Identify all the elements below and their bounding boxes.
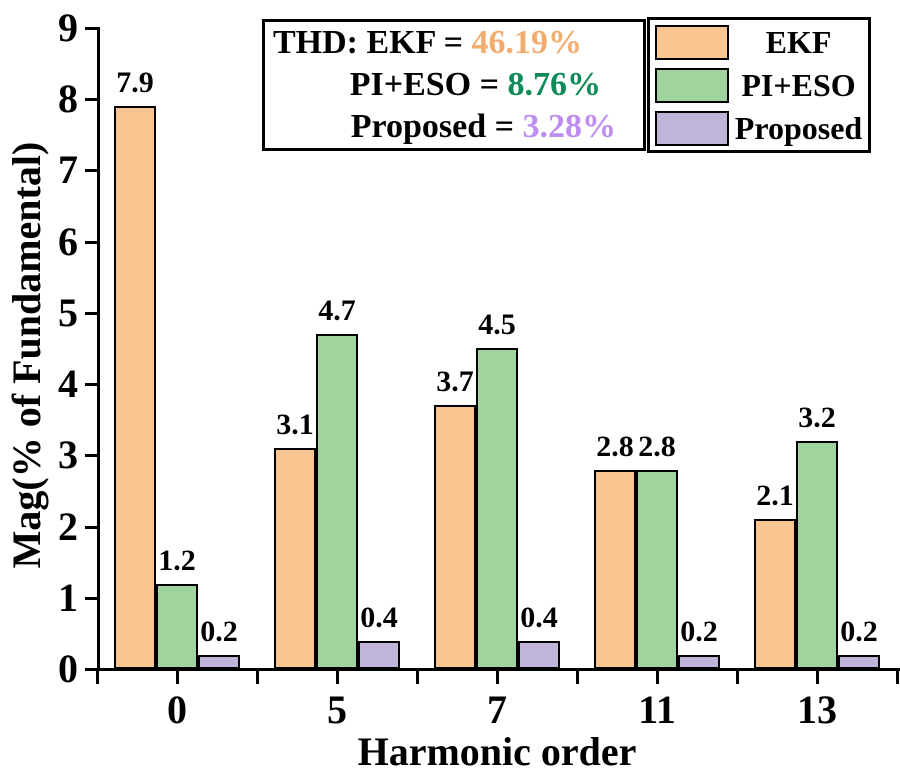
thd-line: Proposed = 3.28%	[265, 106, 643, 148]
bar-ekf	[594, 470, 636, 669]
bar-proposed	[198, 655, 240, 669]
y-axis-line	[97, 27, 100, 671]
bar-value-label: 7.9	[116, 66, 154, 99]
bar-value-label: 3.7	[436, 365, 474, 398]
x-axis-title: Harmonic order	[357, 729, 637, 774]
thd-line-prefix: THD: EKF =	[273, 24, 472, 61]
thd-annotation-box: THD: EKF = 46.19% PI+ESO = 8.76% Proposed …	[262, 19, 646, 151]
bar-proposed	[518, 641, 560, 669]
x-tick	[176, 671, 179, 684]
y-tick	[85, 98, 97, 101]
legend-row: Proposed	[650, 107, 868, 150]
y-tick	[85, 454, 97, 457]
bar-proposed	[358, 641, 400, 669]
thd-line-prefix: Proposed =	[350, 108, 523, 145]
legend: EKF PI+ESO Proposed	[647, 17, 871, 153]
legend-swatch-pi-eso	[655, 67, 729, 103]
legend-row: EKF	[650, 21, 868, 64]
y-tick-label: 2	[58, 504, 78, 549]
bar-value-label: 0.2	[840, 615, 878, 648]
x-tick	[656, 671, 659, 684]
bar-value-label: 2.1	[756, 479, 794, 512]
y-tick	[85, 241, 97, 244]
bar-proposed	[678, 655, 720, 669]
x-tick	[416, 671, 419, 684]
y-tick	[85, 312, 97, 315]
y-tick-label: 9	[58, 5, 78, 50]
y-tick	[85, 597, 97, 600]
y-tick-label: 8	[58, 76, 78, 121]
bar-ekf	[274, 448, 316, 669]
bar-pi-eso	[476, 348, 518, 669]
y-axis-title: Mag(% of Fundamental)	[4, 141, 49, 569]
x-tick	[496, 671, 499, 684]
x-tick-label: 13	[797, 687, 837, 732]
y-tick-label: 4	[58, 361, 78, 406]
legend-swatch-ekf	[655, 24, 729, 60]
x-tick-label: 5	[327, 687, 347, 732]
legend-label: PI+ESO	[741, 66, 856, 103]
x-tick	[896, 671, 899, 684]
y-tick	[85, 668, 97, 671]
y-tick-label: 1	[58, 575, 78, 620]
bar-pi-eso	[636, 470, 678, 669]
thd-line: THD: EKF = 46.19%	[265, 22, 643, 64]
bar-value-label: 2.8	[638, 430, 676, 463]
y-tick-label: 3	[58, 432, 78, 477]
x-tick	[256, 671, 259, 684]
x-tick	[336, 671, 339, 684]
x-axis-line	[97, 668, 900, 671]
y-tick-label: 6	[58, 219, 78, 264]
bar-pi-eso	[316, 334, 358, 669]
x-tick-label: 7	[487, 687, 507, 732]
x-tick-label: 0	[167, 687, 187, 732]
legend-label: Proposed	[734, 109, 863, 146]
bar-ekf	[754, 519, 796, 669]
thd-line: PI+ESO = 8.76%	[265, 64, 643, 106]
thd-line-value: 8.76%	[507, 66, 602, 103]
bar-value-label: 2.8	[596, 430, 634, 463]
bar-value-label: 4.5	[478, 308, 516, 341]
bar-proposed	[838, 655, 880, 669]
bar-ekf	[114, 106, 156, 669]
y-tick	[85, 169, 97, 172]
y-tick	[85, 27, 97, 30]
thd-line-value: 3.28%	[522, 108, 617, 145]
bar-value-label: 0.4	[360, 601, 398, 634]
bar-value-label: 3.1	[276, 408, 314, 441]
y-tick-label: 7	[58, 147, 78, 192]
bar-pi-eso	[156, 584, 198, 669]
bar-value-label: 0.4	[520, 601, 558, 634]
bar-value-label: 3.2	[798, 401, 836, 434]
x-tick	[736, 671, 739, 684]
y-tick	[85, 526, 97, 529]
bar-value-label: 1.2	[158, 544, 196, 577]
thd-line-value: 46.19%	[471, 24, 583, 61]
legend-row: PI+ESO	[650, 64, 868, 107]
bar-value-label: 4.7	[318, 294, 356, 327]
x-tick	[96, 671, 99, 684]
y-tick-label: 0	[58, 646, 78, 691]
bar-ekf	[434, 405, 476, 669]
x-tick-label: 11	[638, 687, 676, 732]
y-tick-label: 5	[58, 290, 78, 335]
legend-label: EKF	[765, 23, 832, 60]
y-tick	[85, 383, 97, 386]
legend-swatch-proposed	[655, 110, 729, 146]
bar-value-label: 0.2	[200, 615, 238, 648]
thd-line-prefix: PI+ESO =	[349, 66, 508, 103]
x-tick	[816, 671, 819, 684]
bar-value-label: 0.2	[680, 615, 718, 648]
bar-pi-eso	[796, 441, 838, 669]
x-tick	[576, 671, 579, 684]
